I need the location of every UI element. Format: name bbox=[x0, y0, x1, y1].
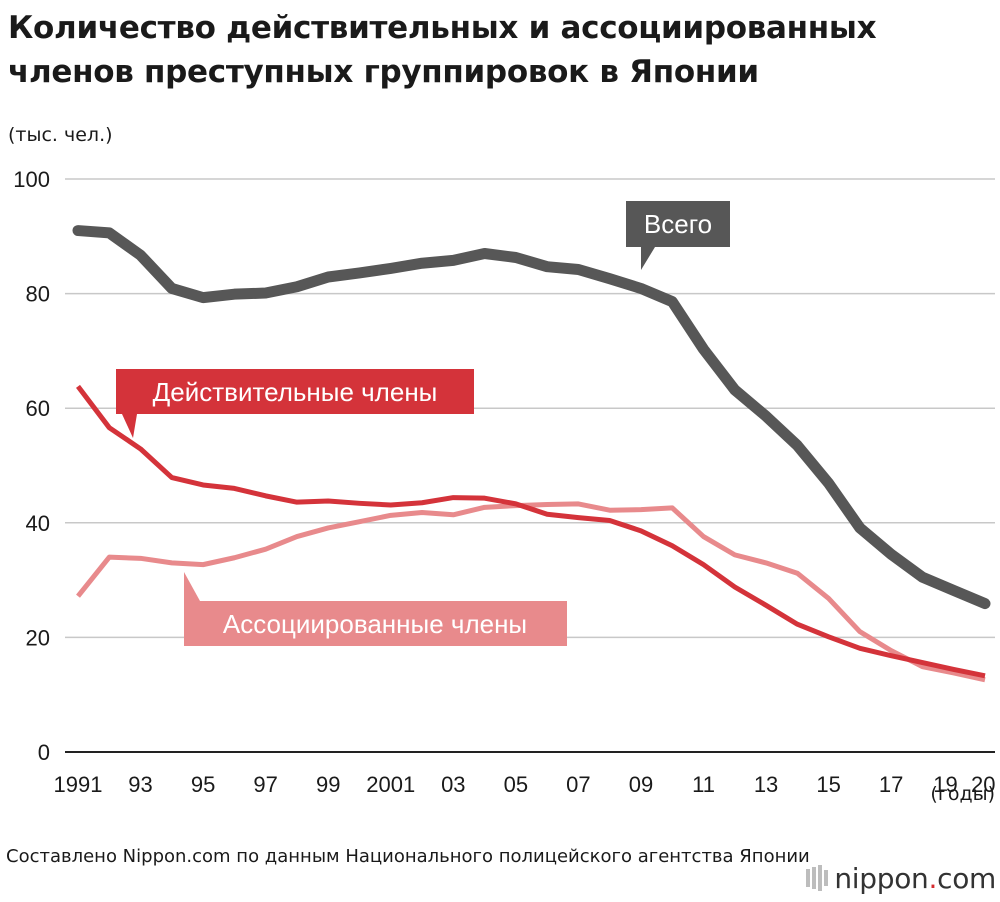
y-axis-unit-label: (тыс. чел.) bbox=[8, 124, 113, 146]
logo-name: nippon bbox=[834, 862, 929, 895]
series-label-total: Всего bbox=[626, 201, 730, 270]
label-pointer bbox=[122, 414, 137, 438]
label-pointer bbox=[184, 572, 200, 601]
x-tick-label: 95 bbox=[191, 772, 215, 797]
y-axis-ticks: 0 20 40 60 80 100 bbox=[13, 167, 50, 765]
nippon-logo-mark-icon bbox=[806, 865, 829, 891]
series-label-regular: Действительные члены bbox=[116, 369, 474, 438]
series-labels: Всего Действительные члены Ассоциированные… bbox=[116, 201, 730, 646]
y-tick-label: 80 bbox=[26, 282, 50, 307]
x-tick-label: 11 bbox=[692, 772, 715, 797]
x-tick-label: 99 bbox=[316, 772, 340, 797]
series-label-associate: Ассоциированные члены bbox=[184, 572, 567, 646]
x-tick-label: 15 bbox=[816, 772, 840, 797]
label-box bbox=[116, 369, 474, 414]
series-label-text: Всего bbox=[644, 209, 712, 239]
series-label-text: Действительные члены bbox=[153, 377, 438, 407]
series-line-associate bbox=[76, 501, 986, 683]
series-lines bbox=[72, 225, 991, 683]
series-label-text: Ассоциированные члены bbox=[223, 609, 527, 639]
y-tick-label: 0 bbox=[38, 740, 50, 765]
y-tick-label: 60 bbox=[26, 396, 50, 421]
x-tick-label: 09 bbox=[629, 772, 653, 797]
x-tick-label: 19 bbox=[933, 772, 957, 797]
x-tick-label: 1991 bbox=[54, 772, 103, 797]
x-tick-label: 07 bbox=[566, 772, 590, 797]
x-axis-ticks: 1991 93 95 97 99 2001 03 05 07 09 11 13 15 17 19 20 bbox=[54, 772, 996, 797]
source-note: Составлено Nippon.com по данным Национал… bbox=[6, 846, 810, 867]
y-tick-label: 40 bbox=[26, 511, 50, 536]
series-line-regular bbox=[76, 384, 986, 679]
x-tick-label: 97 bbox=[253, 772, 277, 797]
x-tick-label: 05 bbox=[504, 772, 528, 797]
x-tick-label: 93 bbox=[128, 772, 152, 797]
y-tick-label: 20 bbox=[26, 625, 50, 650]
x-tick-label: 17 bbox=[879, 772, 903, 797]
label-pointer bbox=[641, 247, 655, 270]
logo-dot: . bbox=[928, 862, 938, 895]
x-tick-label: 13 bbox=[754, 772, 778, 797]
x-tick-label: 20 bbox=[971, 772, 995, 797]
series-line-total bbox=[72, 225, 991, 610]
x-tick-label: 03 bbox=[441, 772, 465, 797]
label-box bbox=[184, 601, 567, 646]
x-axis-label: (годы) bbox=[930, 783, 995, 805]
label-box bbox=[626, 201, 730, 247]
nippon-logo: nippon.com bbox=[806, 862, 996, 895]
x-tick-label: 2001 bbox=[366, 772, 415, 797]
y-tick-label: 100 bbox=[13, 167, 50, 192]
chart-title: Количество действительных и ассоциирован… bbox=[8, 10, 877, 90]
logo-tld: com bbox=[937, 862, 996, 895]
